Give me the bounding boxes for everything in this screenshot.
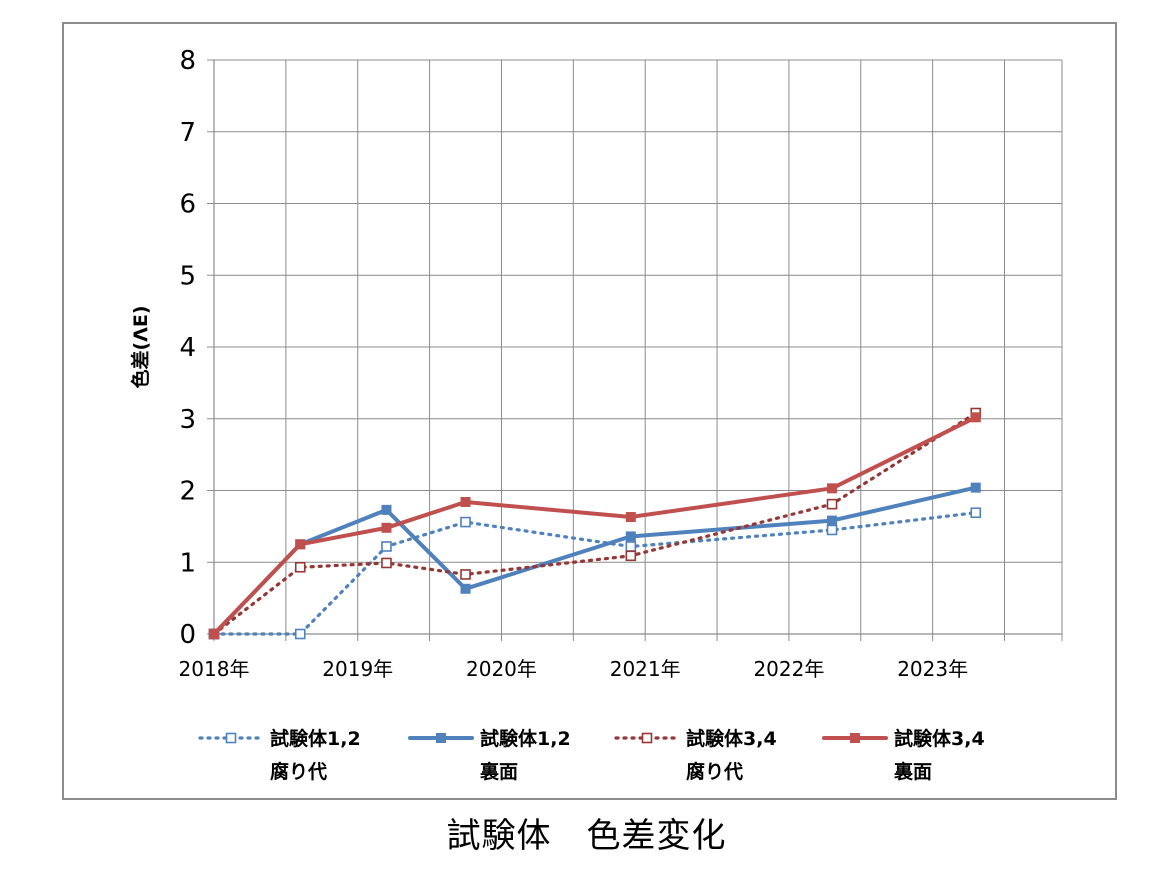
chart-frame: 0 1 2 3 4 5 6 7 8 2018年 2019年 2020年 2021年 2022年 2023年 色…: [62, 22, 1117, 800]
y-axis-label: 色差(ΛE): [129, 305, 152, 388]
x-tick-label: 2018年: [179, 657, 250, 681]
legend-item: 試験体1,2 裏面: [408, 727, 571, 783]
x-tick-label: 2023年: [897, 657, 968, 681]
data-point: [826, 498, 838, 510]
y-tick-label: 6: [179, 190, 196, 220]
legend: 試験体1,2 腐り代 試験体1,2 裏面 試験体3,4 腐り代 試験体3,4 裏面: [198, 727, 985, 783]
series-1: [208, 507, 982, 640]
line-chart: 0 1 2 3 4 5 6 7 8 2018年 2019年 2020年 2021年 2022年 2023年 色…: [129, 46, 1063, 783]
data-point: [209, 629, 219, 639]
x-tick-label: 2021年: [610, 657, 681, 681]
data-point: [827, 483, 838, 494]
data-point: [970, 412, 981, 423]
data-point: [827, 515, 838, 526]
data-point: [381, 541, 392, 552]
data-point: [641, 732, 653, 744]
legend-item: 試験体3,4 裏面: [822, 727, 985, 783]
data-point: [381, 522, 392, 533]
data-point: [625, 550, 637, 562]
data-point: [295, 539, 306, 550]
data-point: [850, 733, 860, 743]
x-tick-label: 2019年: [322, 657, 393, 681]
series-line: [212, 485, 978, 636]
legend-label-line2: 裏面: [893, 760, 932, 783]
series-line: [212, 411, 978, 636]
data-point: [381, 504, 392, 515]
legend-label-line1: 試験体1,2: [480, 727, 571, 750]
legend-label-line1: 試験体3,4: [894, 727, 985, 750]
data-point: [460, 496, 471, 507]
y-tick-label: 7: [179, 118, 196, 148]
series-4: [209, 412, 981, 639]
data-point: [381, 557, 392, 569]
legend-label-line2: 裏面: [479, 760, 518, 783]
legend-item: 試験体3,4 腐り代: [614, 727, 777, 783]
series-group: [208, 407, 982, 640]
x-tick-label: 2020年: [466, 657, 537, 681]
data-point: [460, 516, 471, 528]
data-point: [826, 524, 838, 536]
data-point: [225, 732, 237, 744]
data-point: [625, 541, 637, 552]
legend-label-line2: 腐り代: [270, 760, 327, 783]
y-tick-label: 1: [179, 548, 196, 578]
series-2: [209, 482, 981, 639]
y-tick-label: 3: [179, 405, 196, 435]
legend-item: 試験体1,2 腐り代: [198, 727, 361, 783]
legend-label-line2: 腐り代: [686, 760, 743, 783]
figure-caption: 試験体 色差変化: [446, 816, 727, 856]
data-point: [460, 583, 471, 594]
gridlines: [213, 59, 1063, 641]
y-tick-label: 4: [179, 333, 196, 363]
series-line: [212, 511, 978, 636]
axes: 0 1 2 3 4 5 6 7 8 2018年 2019年 2020年 2021年 2022年 2023年 色…: [129, 46, 1062, 681]
data-point: [625, 512, 636, 523]
y-tick-label: 5: [179, 261, 196, 291]
data-point: [460, 569, 471, 580]
y-tick-label: 8: [179, 46, 196, 76]
legend-label-line1: 試験体3,4: [686, 727, 777, 750]
data-point: [970, 482, 981, 493]
data-point: [436, 733, 446, 743]
data-point: [294, 561, 306, 573]
y-tick-label: 0: [179, 620, 196, 650]
y-tick-label: 2: [179, 477, 196, 507]
data-point: [294, 628, 306, 640]
data-point: [625, 531, 636, 542]
x-tick-label: 2022年: [753, 657, 824, 681]
series-3: [208, 407, 982, 640]
data-point: [970, 507, 982, 519]
legend-label-line1: 試験体1,2: [270, 727, 361, 750]
